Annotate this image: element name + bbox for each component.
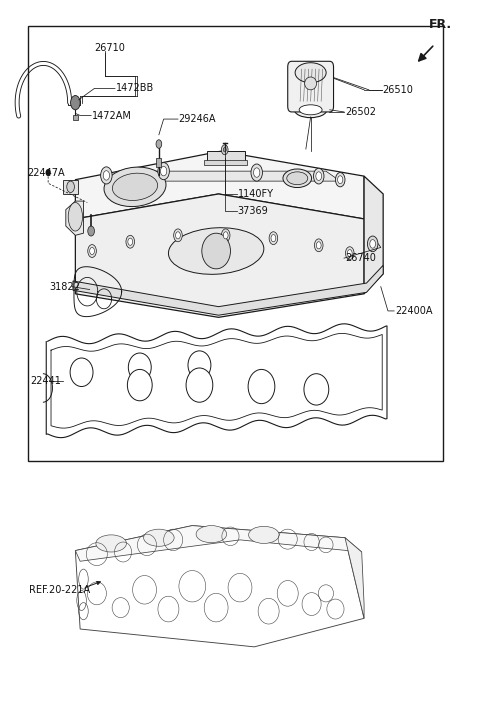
Circle shape — [316, 172, 322, 180]
Bar — [28, 26, 443, 461]
Circle shape — [314, 239, 323, 252]
Ellipse shape — [304, 374, 329, 405]
Ellipse shape — [127, 369, 152, 401]
Circle shape — [316, 242, 321, 249]
Text: 26710: 26710 — [95, 43, 125, 53]
Circle shape — [103, 170, 109, 180]
Circle shape — [269, 232, 278, 245]
Ellipse shape — [299, 105, 322, 115]
Circle shape — [336, 173, 345, 187]
Polygon shape — [345, 538, 364, 619]
Circle shape — [101, 167, 112, 184]
Ellipse shape — [168, 228, 264, 274]
Polygon shape — [75, 151, 364, 219]
Bar — [73, 115, 78, 120]
Ellipse shape — [294, 102, 327, 117]
Text: 29246A: 29246A — [178, 114, 216, 124]
Circle shape — [88, 226, 95, 236]
Circle shape — [160, 166, 167, 176]
Polygon shape — [120, 171, 340, 181]
Text: 26502: 26502 — [345, 107, 376, 117]
Text: 31822: 31822 — [49, 281, 80, 291]
Circle shape — [158, 163, 169, 180]
Circle shape — [221, 229, 230, 242]
Ellipse shape — [96, 535, 126, 552]
Polygon shape — [75, 526, 362, 561]
Circle shape — [337, 175, 343, 183]
Ellipse shape — [287, 172, 308, 185]
Ellipse shape — [186, 368, 213, 402]
Text: FR.: FR. — [429, 19, 452, 32]
Circle shape — [370, 240, 375, 248]
Circle shape — [126, 236, 134, 248]
Ellipse shape — [283, 169, 312, 188]
Ellipse shape — [202, 233, 230, 268]
Circle shape — [90, 248, 95, 255]
Ellipse shape — [305, 77, 317, 90]
Ellipse shape — [104, 167, 166, 206]
Bar — [156, 158, 161, 167]
Polygon shape — [73, 266, 383, 315]
Polygon shape — [364, 176, 383, 294]
Text: 26510: 26510 — [382, 84, 413, 95]
FancyBboxPatch shape — [288, 62, 334, 112]
Text: 22441: 22441 — [30, 376, 61, 386]
Ellipse shape — [144, 529, 174, 546]
Polygon shape — [66, 201, 84, 236]
Ellipse shape — [295, 63, 326, 82]
Circle shape — [221, 145, 228, 155]
Polygon shape — [204, 160, 247, 165]
Polygon shape — [206, 151, 245, 162]
Circle shape — [46, 170, 50, 175]
Text: 22447A: 22447A — [28, 168, 65, 178]
Text: 22400A: 22400A — [395, 306, 432, 316]
Text: 37369: 37369 — [238, 206, 268, 216]
Ellipse shape — [196, 526, 227, 543]
Circle shape — [71, 95, 80, 110]
Ellipse shape — [248, 369, 275, 404]
Bar — [63, 180, 78, 194]
Polygon shape — [46, 324, 387, 437]
Text: REF.20-221A: REF.20-221A — [29, 585, 90, 595]
Ellipse shape — [249, 526, 279, 543]
Circle shape — [313, 168, 324, 184]
Circle shape — [253, 168, 260, 178]
Circle shape — [223, 147, 226, 152]
Ellipse shape — [128, 353, 151, 382]
Ellipse shape — [112, 173, 157, 200]
Circle shape — [367, 236, 378, 252]
Ellipse shape — [70, 358, 93, 387]
Ellipse shape — [68, 203, 83, 231]
Polygon shape — [75, 526, 364, 647]
Circle shape — [176, 232, 180, 239]
Circle shape — [88, 245, 96, 258]
Circle shape — [271, 235, 276, 242]
Ellipse shape — [188, 351, 211, 379]
Polygon shape — [75, 194, 364, 317]
Text: 26740: 26740 — [345, 253, 376, 263]
Text: 1472AM: 1472AM — [92, 110, 132, 120]
Circle shape — [251, 164, 263, 181]
Circle shape — [346, 247, 354, 260]
Circle shape — [174, 229, 182, 242]
Text: 1472BB: 1472BB — [116, 83, 154, 93]
Circle shape — [223, 232, 228, 239]
Circle shape — [128, 238, 132, 246]
Circle shape — [156, 140, 162, 148]
Circle shape — [348, 250, 352, 257]
Circle shape — [67, 181, 74, 193]
Text: 1140FY: 1140FY — [238, 189, 274, 199]
